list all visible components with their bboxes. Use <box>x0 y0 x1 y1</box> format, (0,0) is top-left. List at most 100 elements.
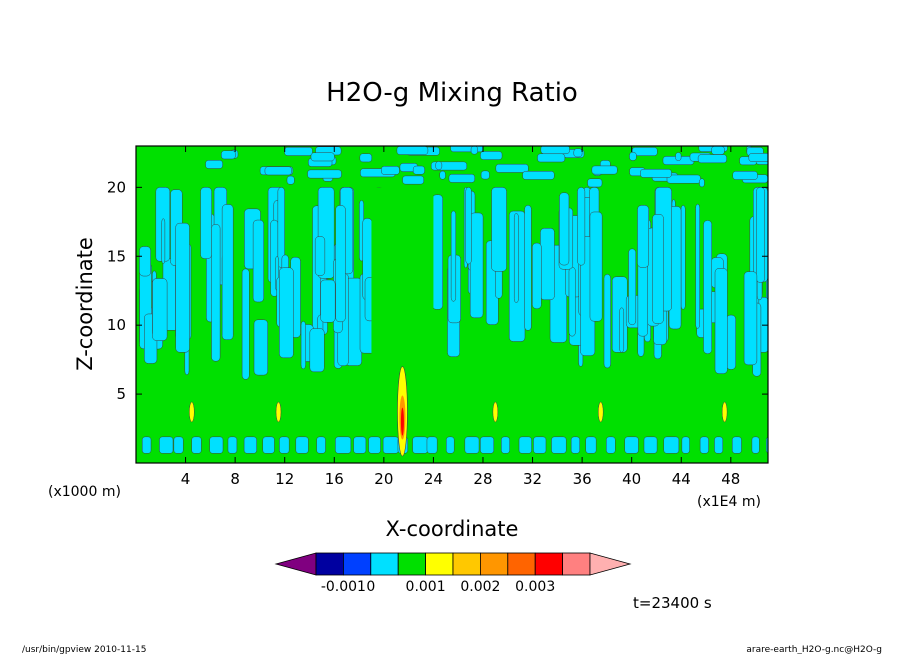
low-cyan-cell <box>731 436 742 454</box>
colorbar-labels: -0.001 0 0.001 0.002 0.003 <box>321 579 555 595</box>
low-cyan-cell <box>426 436 438 454</box>
cyan-streak <box>320 279 336 323</box>
low-cyan-cell <box>681 436 690 454</box>
top-cyan-patch <box>359 153 373 163</box>
cyan-streak <box>279 267 294 359</box>
top-cyan-patch <box>439 170 446 180</box>
top-cyan-patch <box>435 161 443 170</box>
x-unit-right: (x1E4 m) <box>697 494 761 510</box>
colorbar-label: 0.003 <box>515 579 555 595</box>
low-cyan-cell <box>335 436 352 454</box>
top-cyan-patch <box>450 146 484 153</box>
x-axis-title: X-coordinate <box>386 517 519 541</box>
cyan-streak <box>524 205 532 331</box>
x-tick-label: 32 <box>523 470 542 488</box>
low-cyan-cell <box>159 436 174 454</box>
x-tick-label: 12 <box>275 470 294 488</box>
low-cyan-cell <box>191 436 202 454</box>
cyan-streak <box>628 248 637 326</box>
cyan-streak <box>652 214 664 324</box>
top-cyan-patch <box>284 147 313 156</box>
top-cyan-patch <box>412 165 425 175</box>
cyan-streak <box>695 203 700 329</box>
cyan-streak <box>540 227 555 301</box>
cyan-streak <box>175 222 190 353</box>
y-axis-title: Z-coordinate <box>73 237 97 371</box>
yellow-plume <box>189 401 195 423</box>
top-cyan-patch <box>480 151 503 160</box>
y-tick-label: 10 <box>107 316 126 334</box>
top-cyan-patch <box>470 146 478 155</box>
central-green-column <box>371 187 434 381</box>
y-axis: 5 10 15 20 <box>107 178 768 403</box>
low-cyan-cell <box>353 436 367 454</box>
cyan-streak <box>309 328 325 373</box>
top-cyan-patch <box>522 171 555 180</box>
footer-left: /usr/bin/gpview 2010-11-15 <box>22 645 146 654</box>
cyan-streak <box>589 211 603 322</box>
top-cyan-patch <box>540 146 570 155</box>
low-cyan-cell <box>464 436 480 454</box>
y-tick-label: 15 <box>107 247 126 265</box>
colorbar-label: 0.001 <box>406 579 446 595</box>
x-tick-label: 8 <box>230 470 240 488</box>
cyan-streak <box>714 268 728 374</box>
x-tick-label: 4 <box>181 470 191 488</box>
cyan-streak <box>568 266 576 337</box>
low-cyan-cell <box>501 436 510 454</box>
cyan-streak <box>532 242 542 309</box>
cyan-streak <box>703 220 713 354</box>
x-tick-label: 24 <box>424 470 443 488</box>
footer-right: arare-earth_H2O-g.nc@H2O-g <box>746 645 882 654</box>
cyan-streak <box>211 223 221 362</box>
top-cyan-patch <box>448 173 476 183</box>
low-cyan-cell <box>382 436 399 454</box>
colorbar <box>274 552 632 576</box>
low-cyan-cell <box>412 436 428 454</box>
colorbar-swatch <box>507 552 536 576</box>
cyan-streak <box>253 319 268 376</box>
top-cyan-patch <box>748 153 768 162</box>
top-cyan-patch <box>591 165 618 175</box>
low-cyan-cell <box>624 436 639 454</box>
low-cyan-cell <box>663 436 680 454</box>
plume-red <box>400 407 404 436</box>
colorbar-swatch <box>425 552 454 576</box>
cyan-streak <box>680 205 686 310</box>
top-cyan-patch <box>495 163 529 173</box>
cyan-streak <box>221 204 234 340</box>
top-cyan-patch <box>286 175 295 185</box>
cyan-streak <box>756 187 765 283</box>
low-cyan-cell <box>518 436 532 454</box>
cyan-streak <box>603 274 611 369</box>
y-tick-label: 20 <box>107 178 126 196</box>
y-tick-label: 5 <box>116 385 126 403</box>
low-cyan-cell <box>585 436 597 454</box>
cyan-streak <box>300 321 306 370</box>
low-cyan-cell <box>446 436 455 454</box>
cyan-streak <box>619 307 625 353</box>
colorbar-label: 0 <box>366 579 375 595</box>
cyan-streak <box>726 314 736 370</box>
cyan-streak <box>743 271 758 366</box>
x-tick-label: 48 <box>721 470 740 488</box>
colorbar-swatch <box>452 552 481 576</box>
low-cyan-cell <box>227 436 238 454</box>
yellow-plume <box>275 401 282 423</box>
cyan-streak <box>335 205 346 323</box>
x-tick-label: 40 <box>622 470 641 488</box>
top-cyan-patch <box>310 152 335 162</box>
top-cyan-patch <box>640 168 672 178</box>
colorbar-swatch <box>534 552 564 576</box>
time-label: t=23400 s <box>633 594 712 612</box>
low-cyan-cell <box>316 436 326 454</box>
colorbar-swatch <box>479 552 509 576</box>
top-cyan-patch <box>396 146 429 155</box>
top-cyan-patch <box>307 169 342 179</box>
top-cyan-patch <box>381 165 400 175</box>
colorbar-swatch <box>370 552 399 576</box>
low-cyan-cell <box>699 436 709 454</box>
colorbar-swatch <box>397 552 427 576</box>
cyan-streak <box>450 210 457 302</box>
